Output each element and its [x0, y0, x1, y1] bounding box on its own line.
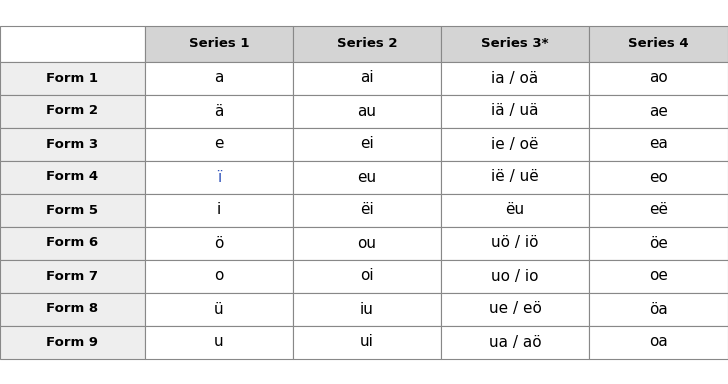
- Bar: [293, 94, 441, 127]
- Text: Series 4: Series 4: [628, 37, 689, 50]
- Bar: [145, 25, 293, 61]
- Text: a: a: [214, 71, 223, 86]
- Bar: [589, 194, 728, 227]
- Bar: [0, 326, 145, 359]
- Text: ië / uë: ië / uë: [491, 169, 539, 184]
- Text: Form 7: Form 7: [47, 270, 98, 283]
- Text: ai: ai: [360, 71, 373, 86]
- Text: Series 2: Series 2: [337, 37, 397, 50]
- Text: Form 4: Form 4: [47, 170, 98, 184]
- Text: e: e: [214, 136, 223, 152]
- Bar: [589, 94, 728, 127]
- Bar: [293, 227, 441, 260]
- Bar: [589, 260, 728, 293]
- Bar: [441, 293, 589, 326]
- Text: au: au: [357, 104, 376, 119]
- Text: ie / oë: ie / oë: [491, 136, 539, 152]
- Text: i: i: [217, 202, 221, 217]
- Text: ëu: ëu: [505, 202, 525, 217]
- Bar: [145, 326, 293, 359]
- Bar: [0, 161, 145, 194]
- Bar: [0, 260, 145, 293]
- Bar: [589, 293, 728, 326]
- Text: ua / aö: ua / aö: [488, 334, 542, 349]
- Text: ui: ui: [360, 334, 374, 349]
- Text: uö / iö: uö / iö: [491, 235, 539, 250]
- Bar: [0, 127, 145, 161]
- Bar: [441, 161, 589, 194]
- Bar: [145, 161, 293, 194]
- Bar: [589, 25, 728, 61]
- Text: öa: öa: [649, 301, 668, 316]
- Bar: [441, 25, 589, 61]
- Text: ou: ou: [357, 235, 376, 250]
- Text: ëi: ëi: [360, 202, 374, 217]
- Bar: [293, 25, 441, 61]
- Bar: [441, 94, 589, 127]
- Text: Form 1: Form 1: [47, 71, 98, 84]
- Text: eë: eë: [649, 202, 668, 217]
- Bar: [145, 293, 293, 326]
- Bar: [293, 260, 441, 293]
- Bar: [441, 227, 589, 260]
- Text: öe: öe: [649, 235, 668, 250]
- Bar: [0, 25, 145, 61]
- Bar: [0, 293, 145, 326]
- Bar: [145, 194, 293, 227]
- Text: ei: ei: [360, 136, 374, 152]
- Text: u: u: [214, 334, 223, 349]
- Text: Form 3: Form 3: [47, 137, 98, 151]
- Text: iu: iu: [360, 301, 374, 316]
- Bar: [589, 227, 728, 260]
- Text: ue / eö: ue / eö: [488, 301, 542, 316]
- Bar: [293, 61, 441, 94]
- Bar: [293, 194, 441, 227]
- Text: eu: eu: [357, 169, 376, 184]
- Text: eo: eo: [649, 169, 668, 184]
- Text: ae: ae: [649, 104, 668, 119]
- Text: Form 5: Form 5: [47, 204, 98, 217]
- Text: ö: ö: [214, 235, 223, 250]
- Bar: [441, 127, 589, 161]
- Bar: [293, 293, 441, 326]
- Text: Form 8: Form 8: [47, 303, 98, 316]
- Bar: [589, 326, 728, 359]
- Text: Form 2: Form 2: [47, 104, 98, 118]
- Bar: [441, 61, 589, 94]
- Text: ï: ï: [217, 169, 221, 184]
- Bar: [145, 61, 293, 94]
- Text: uo / io: uo / io: [491, 268, 539, 283]
- Bar: [145, 260, 293, 293]
- Text: ü: ü: [214, 301, 223, 316]
- Text: o: o: [214, 268, 223, 283]
- Bar: [441, 326, 589, 359]
- Bar: [589, 161, 728, 194]
- Bar: [589, 127, 728, 161]
- Text: ea: ea: [649, 136, 668, 152]
- Bar: [0, 94, 145, 127]
- Bar: [0, 61, 145, 94]
- Text: Form 6: Form 6: [47, 237, 98, 250]
- Text: oe: oe: [649, 268, 668, 283]
- Bar: [293, 161, 441, 194]
- Bar: [441, 194, 589, 227]
- Bar: [293, 127, 441, 161]
- Bar: [589, 61, 728, 94]
- Bar: [293, 326, 441, 359]
- Text: Form 9: Form 9: [47, 336, 98, 349]
- Bar: [441, 260, 589, 293]
- Text: oa: oa: [649, 334, 668, 349]
- Text: oi: oi: [360, 268, 373, 283]
- Text: ao: ao: [649, 71, 668, 86]
- Text: iä / uä: iä / uä: [491, 104, 539, 119]
- Text: Series 1: Series 1: [189, 37, 249, 50]
- Bar: [145, 127, 293, 161]
- Bar: [0, 194, 145, 227]
- Text: ä: ä: [214, 104, 223, 119]
- Bar: [145, 227, 293, 260]
- Bar: [145, 94, 293, 127]
- Text: Series 3*: Series 3*: [481, 37, 549, 50]
- Text: ia / oä: ia / oä: [491, 71, 539, 86]
- Bar: [0, 227, 145, 260]
